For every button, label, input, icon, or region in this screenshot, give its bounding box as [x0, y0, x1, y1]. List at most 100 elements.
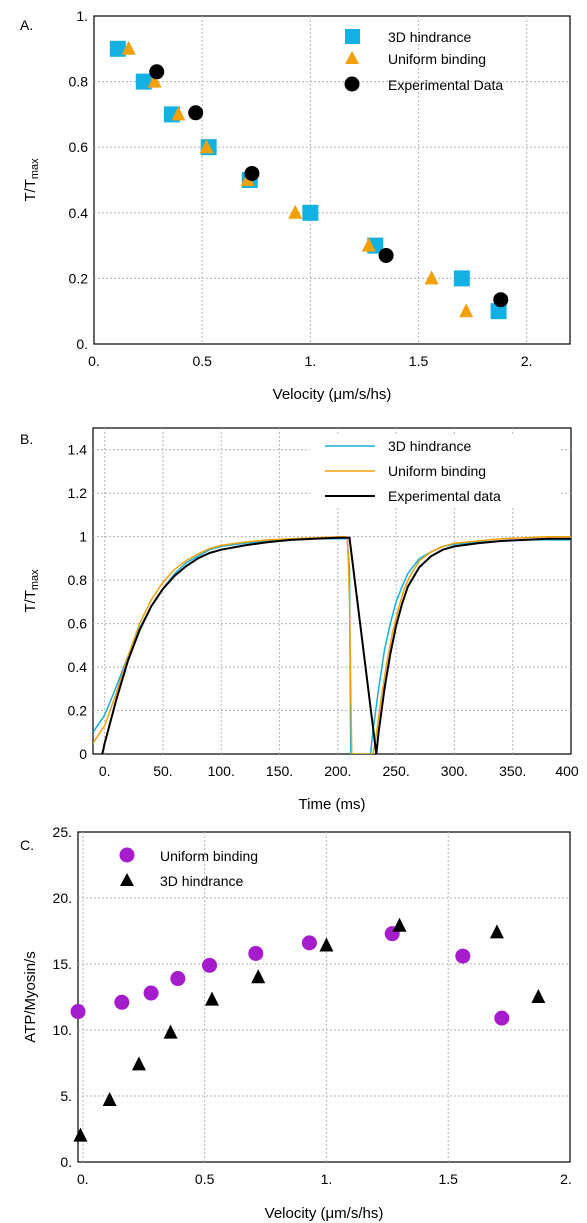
panel-c-legend: Uniform binding 3D hindrance — [119, 847, 258, 889]
x-tick-label: 0.5 — [195, 1171, 215, 1187]
data-point-3d-hindrance — [453, 270, 470, 287]
x-tick-label: 350. — [499, 763, 526, 779]
data-point-3d-hindrance — [251, 969, 266, 984]
y-tick-label: 25. — [53, 824, 72, 840]
data-point-uniform-binding — [248, 945, 264, 961]
data-point-3d-hindrance — [109, 40, 126, 57]
legend-label-experimental-data: Experimental Data — [388, 77, 503, 93]
y-tick-label: 5. — [60, 1088, 72, 1104]
x-tick-label: 2. — [521, 353, 533, 369]
data-point-uniform-binding — [199, 139, 214, 154]
data-point-3d-hindrance — [131, 1056, 146, 1071]
data-point-uniform-binding — [301, 935, 317, 951]
data-point-uniform-binding — [121, 40, 136, 55]
y-tick-label: 0. — [60, 1154, 72, 1170]
x-tick-label: 1.5 — [409, 353, 429, 369]
y-tick-label: 0.2 — [68, 703, 88, 719]
panel-b-ticks: 0. 50. 100. 150. 200. 250. 300. 350. 400 0 0.2 0.4 0… — [68, 442, 579, 779]
data-point-uniform-binding — [361, 237, 376, 252]
panel-c-marks — [70, 917, 546, 1142]
y-tick-label: 0.4 — [69, 205, 89, 221]
panel-c: C. 0. 0.5 1. 1.5 2. 0. 5. 10. 15. 20. 25. Velocity… — [20, 824, 572, 1222]
y-tick-label: 0.6 — [69, 139, 89, 155]
panel-b-ylabel-sub: max — [29, 569, 41, 590]
data-point-experimental-data — [188, 105, 204, 121]
x-tick-label: 0. — [88, 353, 100, 369]
legend-marker-circle — [119, 847, 135, 863]
panel-a-label: A. — [20, 17, 33, 33]
panel-b-label: B. — [20, 431, 33, 447]
data-point-uniform-binding — [147, 73, 162, 88]
x-tick-label: 0. — [77, 1171, 89, 1187]
x-tick-label: 400 — [555, 763, 579, 779]
data-point-3d-hindrance — [302, 204, 319, 221]
panel-b-marks — [93, 535, 571, 754]
y-tick-label: 10. — [53, 1022, 72, 1038]
data-point-uniform-binding — [202, 957, 218, 973]
panel-a: A. 0. 0.5 1. 1.5 2. 0. 0.2 0.4 0.6 0.8 1. Velocity… — [20, 8, 571, 403]
y-tick-label: 1.2 — [68, 485, 88, 501]
y-tick-label: 20. — [53, 890, 72, 906]
data-point-uniform-binding — [70, 1004, 86, 1020]
panel-a-ylabel: T/Tmax — [22, 158, 41, 202]
data-point-experimental-data — [149, 64, 165, 80]
panel-c-ylabel: ATP/Myosin/s — [22, 951, 39, 1042]
y-tick-label: 0.4 — [68, 659, 88, 675]
x-tick-label: 0.5 — [192, 353, 212, 369]
data-point-uniform-binding — [143, 985, 159, 1001]
legend-label-3d-hindrance: 3D hindrance — [388, 438, 471, 454]
legend-marker-triangle — [120, 873, 134, 886]
y-tick-label: 0.2 — [69, 270, 89, 286]
data-point-3d-hindrance — [102, 1091, 117, 1106]
y-tick-label: 0.6 — [68, 616, 88, 632]
x-tick-label: 200. — [324, 763, 351, 779]
panel-a-legend: 3D hindrance Uniform binding Experimenta… — [344, 29, 503, 93]
panel-c-grid — [78, 832, 570, 1162]
data-point-uniform-binding — [171, 106, 186, 121]
panel-a-ticks: 0. 0.5 1. 1.5 2. 0. 0.2 0.4 0.6 0.8 1. — [69, 8, 533, 369]
panel-b-ylabel: T/Tmax — [22, 569, 41, 613]
panel-b-xlabel: Time (ms) — [299, 796, 366, 813]
data-point-3d-hindrance — [73, 1127, 88, 1142]
x-tick-label: 1.5 — [438, 1171, 458, 1187]
x-tick-label: 2. — [560, 1171, 572, 1187]
panel-b-ylabel-main: T/T — [22, 590, 39, 613]
y-tick-label: 0.8 — [69, 74, 89, 90]
panel-c-xlabel: Velocity (μm/s/hs) — [265, 1205, 384, 1222]
data-point-3d-hindrance — [490, 303, 507, 320]
legend-label-uniform-binding: Uniform binding — [160, 848, 258, 864]
data-point-3d-hindrance — [319, 937, 334, 952]
data-point-uniform-binding — [494, 1010, 510, 1026]
panel-a-ylabel-sub: max — [29, 158, 41, 179]
series-line-uniform-binding — [93, 535, 571, 754]
y-tick-label: 0.8 — [68, 572, 88, 588]
data-point-experimental-data — [378, 247, 394, 263]
panel-b: B. 0. 50. 100. 150. 200. 250. 300. 350. 40000.20… — [20, 427, 579, 813]
y-tick-label: 0. — [76, 336, 88, 352]
data-point-3d-hindrance — [489, 924, 504, 939]
legend-marker-triangle — [345, 51, 359, 64]
data-point-uniform-binding — [459, 303, 474, 318]
data-point-experimental-data — [244, 165, 260, 181]
data-point-experimental-data — [493, 292, 509, 308]
legend-label-3d-hindrance: 3D hindrance — [160, 873, 243, 889]
series-line-3d-hindrance — [93, 538, 571, 754]
legend-label-experimental-data: Experimental data — [388, 488, 501, 504]
data-point-uniform-binding — [114, 994, 130, 1010]
x-tick-label: 100. — [208, 763, 235, 779]
data-point-uniform-binding — [455, 948, 471, 964]
x-tick-label: 300. — [441, 763, 468, 779]
panel-a-marks — [109, 40, 509, 320]
y-tick-label: 1.4 — [68, 442, 88, 458]
panel-c-ticks: 0. 0.5 1. 1.5 2. 0. 5. 10. 15. 20. 25. — [53, 824, 572, 1187]
data-point-3d-hindrance — [163, 1024, 178, 1039]
panel-b-legend: 3D hindrance Uniform binding Experimenta… — [310, 436, 560, 508]
x-tick-label: 0. — [99, 763, 111, 779]
panel-c-frame — [77, 831, 571, 1163]
legend-label-3d-hindrance: 3D hindrance — [388, 29, 471, 45]
data-point-uniform-binding — [170, 971, 186, 987]
x-tick-label: 150. — [266, 763, 293, 779]
x-tick-label: 250. — [382, 763, 409, 779]
panel-a-grid — [94, 16, 570, 344]
